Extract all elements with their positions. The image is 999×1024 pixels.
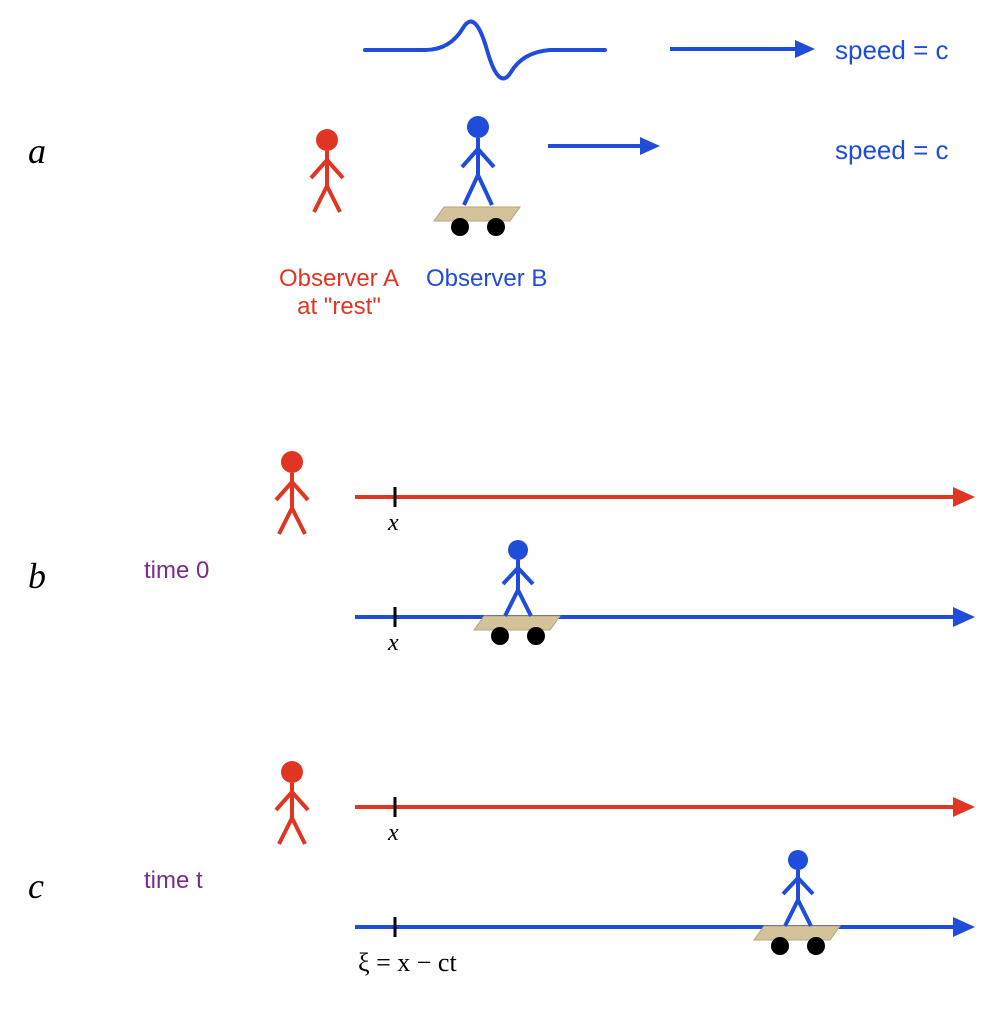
panel-b-observer-b-cart-icon bbox=[470, 540, 580, 660]
panel-b-red-x-label: x bbox=[388, 510, 399, 537]
observer-b-arrow-icon bbox=[548, 134, 663, 158]
observer-a-label-line2: at "rest" bbox=[297, 293, 381, 320]
panel-b-red-axis-icon bbox=[355, 485, 975, 515]
time-label-0: time 0 bbox=[144, 557, 209, 585]
panel-c-xi-label: ξ = x − ct bbox=[358, 948, 457, 978]
panel-c-observer-a-icon bbox=[272, 760, 312, 850]
panel-c-blue-axis-icon bbox=[355, 915, 975, 945]
panel-label-c: c bbox=[28, 865, 44, 907]
wave-arrow-icon bbox=[670, 37, 820, 61]
speed-label-top: speed = c bbox=[835, 35, 948, 66]
wave-pulse-icon bbox=[365, 20, 605, 80]
observer-a-label-line1: Observer A bbox=[279, 265, 399, 292]
panel-b-observer-a-icon bbox=[272, 450, 312, 540]
panel-label-b: b bbox=[28, 555, 46, 597]
panel-c-observer-b-cart-icon bbox=[750, 850, 860, 970]
observer-a-label: Observer A at "rest" bbox=[269, 265, 409, 321]
observer-b-cart-icon bbox=[430, 115, 540, 235]
time-label-t: time t bbox=[144, 867, 203, 895]
panel-c-red-x-label: x bbox=[388, 820, 399, 847]
speed-label-mid: speed = c bbox=[835, 135, 948, 166]
panel-label-a: a bbox=[28, 130, 46, 172]
observer-a-icon bbox=[307, 128, 347, 218]
panel-c-red-axis-icon bbox=[355, 795, 975, 825]
observer-b-label: Observer B bbox=[426, 265, 547, 293]
panel-b-blue-axis-icon bbox=[355, 605, 975, 635]
panel-b-blue-x-label: x bbox=[388, 630, 399, 657]
